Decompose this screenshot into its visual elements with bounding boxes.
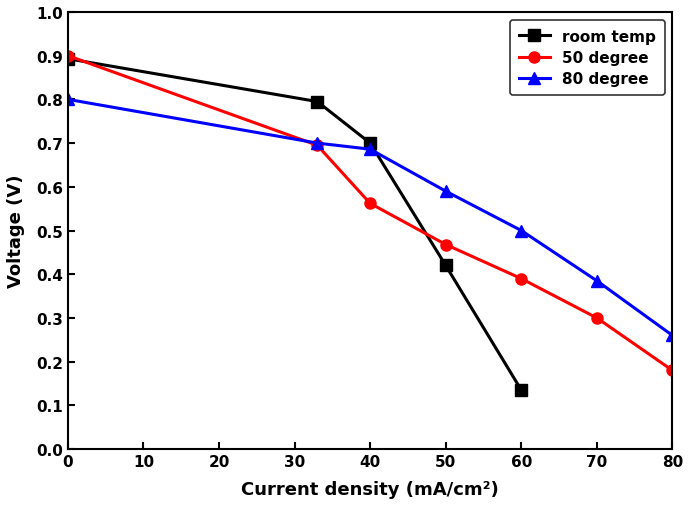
X-axis label: Current density (mA/cm²): Current density (mA/cm²): [241, 480, 499, 498]
80 degree: [442, 189, 450, 195]
room temp: [63, 57, 72, 63]
room temp: [518, 387, 526, 393]
Line: room temp: room temp: [62, 54, 527, 396]
80 degree: [593, 278, 601, 284]
50 degree: [518, 276, 526, 282]
50 degree: [593, 315, 601, 321]
room temp: [442, 263, 450, 269]
50 degree: [63, 54, 72, 60]
room temp: [313, 99, 322, 106]
room temp: [366, 141, 374, 147]
80 degree: [669, 333, 677, 339]
50 degree: [366, 201, 374, 207]
80 degree: [366, 147, 374, 153]
Y-axis label: Voltage (V): Voltage (V): [7, 174, 25, 288]
Legend: room temp, 50 degree, 80 degree: room temp, 50 degree, 80 degree: [510, 21, 664, 96]
50 degree: [442, 242, 450, 248]
80 degree: [518, 228, 526, 234]
Line: 80 degree: 80 degree: [62, 94, 678, 341]
80 degree: [63, 97, 72, 103]
80 degree: [313, 141, 322, 147]
50 degree: [669, 368, 677, 374]
50 degree: [313, 143, 322, 149]
Line: 50 degree: 50 degree: [62, 51, 678, 376]
